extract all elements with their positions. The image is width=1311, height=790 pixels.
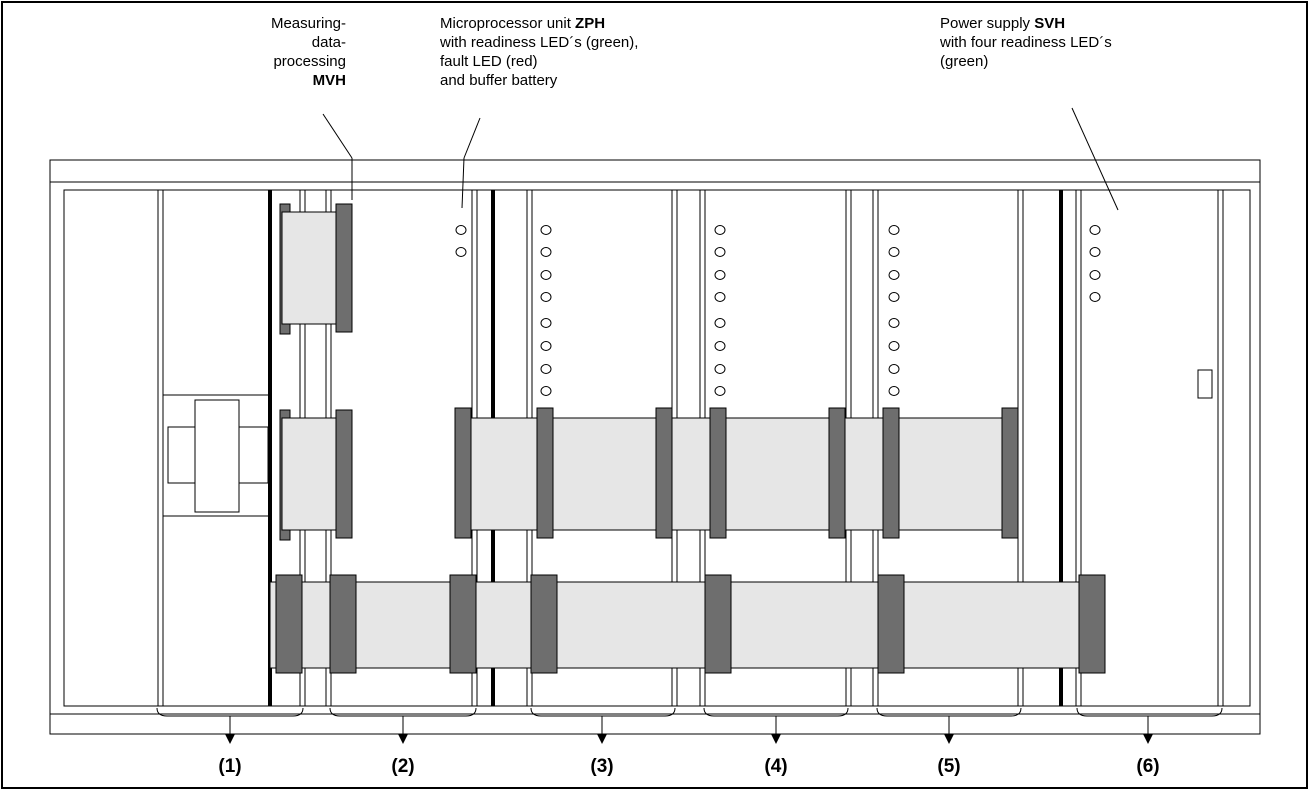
led-indicator	[714, 364, 726, 374]
led-indicator	[540, 225, 552, 235]
module-arrow-head-1	[225, 734, 235, 744]
mvh-connectors	[279, 203, 353, 541]
zph-label-line2: with readiness LED´s (green),	[439, 34, 638, 51]
led-indicator	[540, 341, 552, 351]
zph-label-line1: Microprocessor unit ZPH	[440, 15, 605, 32]
module-arrow-head-5	[944, 734, 954, 744]
led-indicator	[888, 364, 900, 374]
led-indicator	[888, 225, 900, 235]
led-indicator	[455, 225, 467, 235]
zph-label-line3: fault LED (red)	[440, 53, 538, 70]
module-number-2: (2)	[391, 756, 414, 777]
module-bracket-6	[1076, 707, 1223, 717]
module-arrow-head-3	[597, 734, 607, 744]
led-indicator	[1089, 225, 1101, 235]
led-indicator	[714, 225, 726, 235]
mvh-label-line3: processing	[273, 53, 346, 70]
middle-ribbon-cable	[454, 407, 1019, 539]
led-indicator	[540, 364, 552, 374]
led-indicator	[888, 318, 900, 328]
rack-inner	[63, 189, 1251, 707]
led-indicator	[888, 270, 900, 280]
module-brackets	[156, 707, 1223, 744]
led-indicator	[714, 386, 726, 396]
led-indicator	[888, 341, 900, 351]
module-arrow-head-2	[398, 734, 408, 744]
led-indicator	[540, 386, 552, 396]
module-arrow-head-4	[771, 734, 781, 744]
led-indicator	[540, 247, 552, 257]
mvh-label-line2: data-	[312, 34, 346, 51]
transformer-module	[163, 394, 269, 517]
module-number-6: (6)	[1136, 756, 1159, 777]
led-indicator	[455, 247, 467, 257]
led-indicator	[714, 292, 726, 302]
mvh-label-bold: MVH	[313, 72, 346, 89]
led-indicator	[714, 318, 726, 328]
module-number-1: (1)	[218, 756, 241, 777]
svh-label-line1: Power supply SVH	[940, 15, 1065, 32]
led-indicator	[888, 247, 900, 257]
module-arrow-head-6	[1143, 734, 1153, 744]
led-indicator	[540, 270, 552, 280]
led-indicators	[455, 225, 1101, 396]
led-indicator	[714, 270, 726, 280]
module-number-4: (4)	[764, 756, 787, 777]
mvh-label-line1: Measuring-	[271, 15, 346, 32]
module-number-3: (3)	[590, 756, 613, 777]
svh-label-line2: with four readiness LED´s	[939, 34, 1112, 51]
led-indicator	[540, 292, 552, 302]
zph-label-line4: and buffer battery	[440, 72, 558, 89]
svh-label-line3: (green)	[940, 53, 988, 70]
led-indicator	[540, 318, 552, 328]
led-indicator	[1089, 292, 1101, 302]
power-switch	[1197, 369, 1213, 399]
bottom-ribbon-cable	[269, 574, 1106, 674]
led-indicator	[1089, 247, 1101, 257]
module-bracket-3	[530, 707, 676, 717]
led-indicator	[888, 292, 900, 302]
leader-lines	[322, 107, 1119, 211]
led-indicator	[714, 247, 726, 257]
led-indicator	[714, 341, 726, 351]
module-number-5: (5)	[937, 756, 960, 777]
led-indicator	[1089, 270, 1101, 280]
led-indicator	[888, 386, 900, 396]
